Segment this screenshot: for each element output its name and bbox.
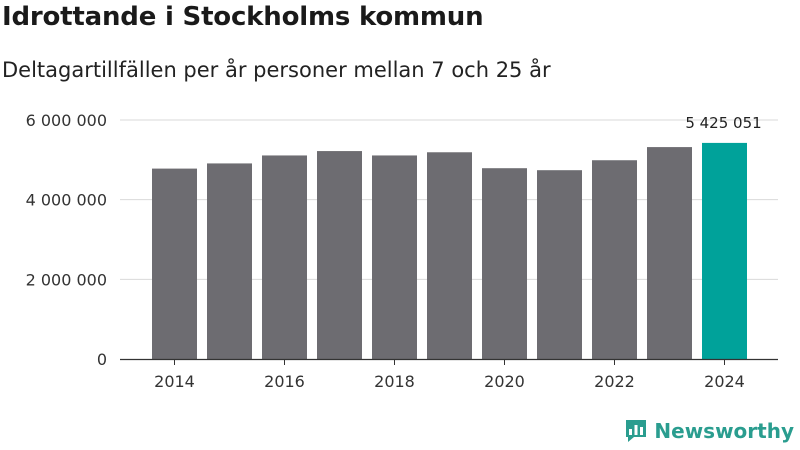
y-tick-label: 4 000 000 bbox=[26, 191, 107, 210]
x-tick-label: 2024 bbox=[704, 372, 745, 391]
brand-name: Newsworthy bbox=[654, 419, 794, 443]
x-tick-label: 2016 bbox=[264, 372, 305, 391]
bar bbox=[537, 170, 582, 359]
bar bbox=[482, 168, 527, 359]
y-tick-label: 2 000 000 bbox=[26, 270, 107, 289]
bar bbox=[207, 163, 252, 359]
chart-subtitle: Deltagartillfällen per år personer mella… bbox=[2, 58, 551, 82]
y-tick-label: 0 bbox=[97, 350, 107, 369]
x-tick-label: 2018 bbox=[374, 372, 415, 391]
chart-title: Idrottande i Stockholms kommun bbox=[2, 2, 484, 32]
newsworthy-icon bbox=[626, 420, 647, 442]
bar bbox=[427, 152, 472, 359]
bar bbox=[647, 147, 692, 359]
y-tick-label: 6 000 000 bbox=[26, 111, 107, 130]
bar bbox=[702, 142, 747, 359]
bar bbox=[592, 160, 637, 359]
bar bbox=[372, 155, 417, 359]
newsworthy-logo: Newsworthy bbox=[624, 418, 794, 444]
bar bbox=[152, 168, 197, 359]
data-label: 5 425 051 bbox=[685, 114, 761, 132]
bar bbox=[262, 155, 307, 359]
x-tick-label: 2022 bbox=[594, 372, 635, 391]
bar bbox=[317, 151, 362, 359]
x-tick-label: 2020 bbox=[484, 372, 525, 391]
x-tick-label: 2014 bbox=[154, 372, 195, 391]
